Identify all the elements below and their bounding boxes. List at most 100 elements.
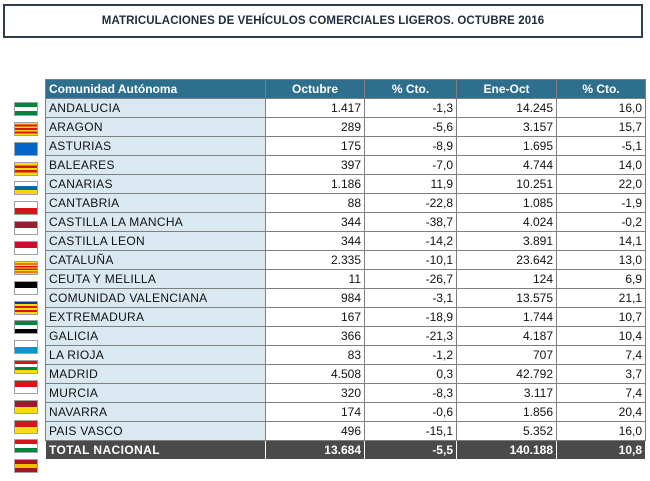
cell-cto-octubre: -8,3: [364, 383, 457, 403]
la-rioja-flag-icon: [14, 360, 38, 375]
cell-octubre: 4.508: [265, 364, 365, 384]
cell-ene-oct: 1.085: [456, 193, 557, 213]
cell-cto-octubre: 11,9: [364, 174, 457, 194]
castilla-leon-flag-icon: [14, 240, 38, 255]
header-octubre: Octubre: [265, 79, 365, 99]
cell-cto-octubre: -10,1: [364, 250, 457, 270]
cell-region: ASTURIAS: [45, 136, 266, 156]
cell-ene-oct: 124: [456, 269, 557, 289]
cell-region: EXTREMADURA: [45, 307, 266, 327]
cell-cto-octubre: -14,2: [364, 231, 457, 251]
cell-cto-ene-oct: 16,0: [556, 421, 646, 441]
cell-octubre: 1.186: [265, 174, 365, 194]
table-row: CATALUÑA 2.335 -10,1 23.642 13,0: [45, 250, 646, 270]
extremadura-flag-icon: [14, 320, 38, 335]
table-row: CEUTA Y MELILLA 11 -26,7 124 6,9: [45, 269, 646, 289]
cell-cto-octubre: -0,6: [364, 402, 457, 422]
cell-cto-octubre: -38,7: [364, 212, 457, 232]
cell-ene-oct: 4.024: [456, 212, 557, 232]
cell-region: ARAGON: [45, 117, 266, 137]
cantabria-flag-icon: [14, 201, 38, 216]
madrid-flag-icon: [14, 379, 38, 394]
cell-ene-oct: 140.188: [456, 440, 557, 460]
cell-cto-ene-oct: -5,1: [556, 136, 646, 156]
cell-region: CEUTA Y MELILLA: [45, 269, 266, 289]
espana-flag-icon: [14, 459, 38, 474]
table-header-row: Comunidad Autónoma Octubre % Cto. Ene-Oc…: [45, 79, 646, 99]
cell-region: CATALUÑA: [45, 250, 266, 270]
cell-ene-oct: 42.792: [456, 364, 557, 384]
cell-cto-ene-oct: 3,7: [556, 364, 646, 384]
cell-region: LA RIOJA: [45, 345, 266, 365]
cell-cto-octubre: -21,3: [364, 326, 457, 346]
cell-octubre: 2.335: [265, 250, 365, 270]
table-row: ASTURIAS 175 -8,9 1.695 -5,1: [45, 136, 646, 156]
cell-cto-ene-oct: -1,9: [556, 193, 646, 213]
baleares-flag-icon: [14, 161, 38, 176]
cell-region: CANARIAS: [45, 174, 266, 194]
table-row: LA RIOJA 83 -1,2 707 7,4: [45, 345, 646, 365]
cell-cto-ene-oct: -0,2: [556, 212, 646, 232]
header-cto-ene-oct: % Cto.: [556, 79, 646, 99]
table-row: PAIS VASCO 496 -15,1 5.352 16,0: [45, 421, 646, 441]
pais-vasco-flag-icon: [14, 439, 38, 454]
cell-cto-octubre: -26,7: [364, 269, 457, 289]
cell-cto-ene-oct: 10,4: [556, 326, 646, 346]
cell-region: CASTILLA LA MANCHA: [45, 212, 266, 232]
cell-cto-ene-oct: 14,0: [556, 155, 646, 175]
cell-region: PAIS VASCO: [45, 421, 266, 441]
cell-octubre: 175: [265, 136, 365, 156]
cell-octubre: 167: [265, 307, 365, 327]
cell-cto-octubre: -15,1: [364, 421, 457, 441]
cell-cto-ene-oct: 22,0: [556, 174, 646, 194]
cell-octubre: 1.417: [265, 98, 365, 118]
cell-cto-ene-oct: 7,4: [556, 345, 646, 365]
murcia-flag-icon: [14, 399, 38, 414]
cell-region: BALEARES: [45, 155, 266, 175]
cell-cto-ene-oct: 6,9: [556, 269, 646, 289]
cell-octubre: 344: [265, 231, 365, 251]
cell-octubre: 496: [265, 421, 365, 441]
cell-cto-octubre: -5,5: [364, 440, 457, 460]
header-ene-oct: Ene-Oct: [456, 79, 557, 99]
cell-octubre: 344: [265, 212, 365, 232]
cell-cto-ene-oct: 10,7: [556, 307, 646, 327]
cell-region: GALICIA: [45, 326, 266, 346]
cell-ene-oct: 1.744: [456, 307, 557, 327]
cell-cto-octubre: -3,1: [364, 288, 457, 308]
cell-ene-oct: 14.245: [456, 98, 557, 118]
table-row: COMUNIDAD VALENCIANA 984 -3,1 13.575 21,1: [45, 288, 646, 308]
cell-octubre: 13.684: [265, 440, 365, 460]
cell-octubre: 88: [265, 193, 365, 213]
canarias-flag-icon: [14, 181, 38, 196]
valencia-flag-icon: [14, 300, 38, 315]
cell-ene-oct: 707: [456, 345, 557, 365]
table-row: CANARIAS 1.186 11,9 10.251 22,0: [45, 174, 646, 194]
cell-cto-ene-oct: 21,1: [556, 288, 646, 308]
table-row: MADRID 4.508 0,3 42.792 3,7: [45, 364, 646, 384]
table-row: GALICIA 366 -21,3 4.187 10,4: [45, 326, 646, 346]
cell-region: ANDALUCIA: [45, 98, 266, 118]
cell-cto-octubre: -5,6: [364, 117, 457, 137]
cell-ene-oct: 4.187: [456, 326, 557, 346]
cell-cto-octubre: 0,3: [364, 364, 457, 384]
table-row: EXTREMADURA 167 -18,9 1.744 10,7: [45, 307, 646, 327]
cell-octubre: 366: [265, 326, 365, 346]
header-cto-octubre: % Cto.: [364, 79, 457, 99]
cell-cto-ene-oct: 7,4: [556, 383, 646, 403]
table-row: MURCIA 320 -8,3 3.117 7,4: [45, 383, 646, 403]
report-title-box: MATRICULACIONES DE VEHÍCULOS COMERCIALES…: [3, 4, 643, 38]
cell-cto-octubre: -1,3: [364, 98, 457, 118]
castilla-la-mancha-flag-icon: [14, 221, 38, 236]
cell-cto-octubre: -7,0: [364, 155, 457, 175]
cell-cto-ene-oct: 15,7: [556, 117, 646, 137]
cell-region: TOTAL NACIONAL: [45, 440, 266, 460]
cell-octubre: 397: [265, 155, 365, 175]
cell-ene-oct: 4.744: [456, 155, 557, 175]
table-row: CASTILLA LA MANCHA 344 -38,7 4.024 -0,2: [45, 212, 646, 232]
cell-ene-oct: 3.117: [456, 383, 557, 403]
cell-cto-octubre: -22,8: [364, 193, 457, 213]
cell-octubre: 83: [265, 345, 365, 365]
table-row: ANDALUCIA 1.417 -1,3 14.245 16,0: [45, 98, 646, 118]
cell-ene-oct: 1.695: [456, 136, 557, 156]
